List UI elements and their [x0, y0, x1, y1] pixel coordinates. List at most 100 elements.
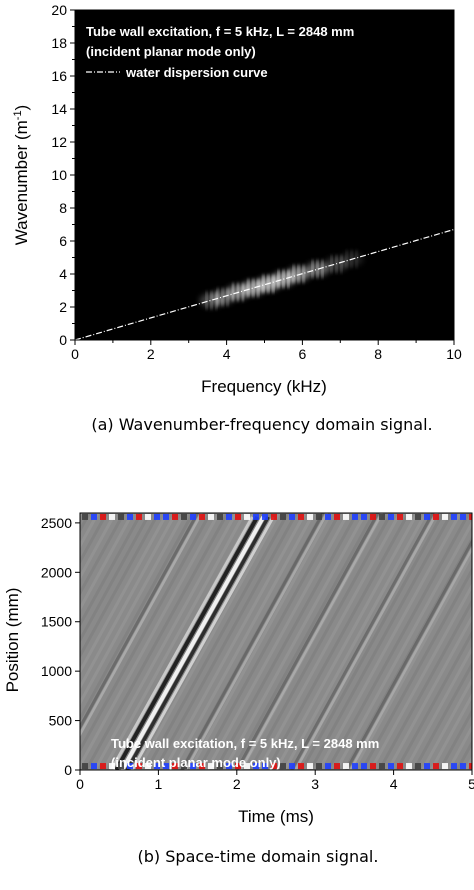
saturation-cell: [199, 763, 205, 770]
background-stripe: [317, 513, 462, 770]
x-tick-label: 0: [76, 776, 84, 792]
background-stripe: [257, 513, 402, 770]
y-tick-label: 1500: [41, 614, 72, 630]
saturation-cell: [406, 763, 412, 770]
main-wavefront-band: [114, 515, 260, 770]
y-tick-label: 8: [59, 200, 67, 216]
saturation-cell: [298, 763, 304, 770]
main-wavefront-band: [125, 516, 270, 770]
saturation-cell: [442, 513, 448, 520]
saturation-cell: [109, 763, 115, 770]
y-tick-label: 0: [64, 762, 72, 778]
background-stripe: [136, 513, 281, 770]
panel-b-frame: [79, 512, 473, 771]
background-stripe: [335, 519, 472, 770]
saturation-cell: [91, 763, 97, 770]
saturation-cell: [253, 763, 259, 770]
secondary-wavefront-light: [239, 513, 384, 770]
background-stripe: [274, 513, 419, 770]
panel-b-annotation-line2: (incident planar mode only): [111, 755, 281, 770]
saturation-cell: [325, 513, 331, 520]
saturation-cell: [352, 763, 358, 770]
saturation-cell: [451, 763, 457, 770]
saturation-cell: [325, 763, 331, 770]
background-stripe: [369, 582, 472, 770]
energy-streak: [316, 260, 319, 279]
saturation-cell: [154, 513, 160, 520]
background-stripe: [378, 598, 472, 770]
saturation-cell: [208, 763, 214, 770]
background-stripe: [171, 513, 315, 770]
saturation-cell: [127, 513, 133, 520]
saturation-cell: [244, 513, 250, 520]
saturation-cell: [298, 513, 304, 520]
saturation-cell: [334, 763, 340, 770]
y-tick-label: 500: [49, 713, 73, 729]
wavefronts: [80, 513, 472, 770]
y-tick-label: 2000: [41, 564, 72, 580]
saturation-cell: [181, 763, 187, 770]
background-stripe: [412, 661, 472, 770]
background-stripe: [80, 513, 108, 565]
energy-streak: [226, 288, 229, 307]
saturation-cell: [118, 513, 124, 520]
saturation-cell: [433, 763, 439, 770]
saturation-cell: [172, 763, 178, 770]
saturation-cell: [316, 513, 322, 520]
background-stripe: [266, 513, 410, 770]
background-stripe: [429, 692, 472, 770]
panel-a-ylabel: Wavenumber (m-1): [12, 105, 31, 245]
saturation-cell: [316, 763, 322, 770]
saturation-cell: [442, 763, 448, 770]
x-tick-label: 5: [468, 776, 474, 792]
saturation-cell: [163, 763, 169, 770]
x-tick-label: 8: [374, 346, 382, 362]
saturation-cell: [145, 513, 151, 520]
panel-b-annotation-line1: Tube wall excitation, f = 5 kHz, L = 284…: [111, 736, 379, 751]
saturation-cell: [244, 763, 250, 770]
x-tick-label: 3: [311, 776, 319, 792]
energy-streak: [252, 279, 255, 298]
energy-streak: [287, 269, 290, 288]
y-tick-label: 18: [51, 35, 67, 51]
background-stripe: [222, 513, 367, 770]
y-tick-label: 4: [59, 266, 67, 282]
saturation-cell: [280, 763, 286, 770]
saturation-cell: [370, 763, 376, 770]
saturation-cell: [172, 513, 178, 520]
secondary-wavefront-light: [80, 513, 203, 738]
saturation-cell: [91, 513, 97, 520]
saturation-cell: [262, 763, 268, 770]
background-stripe: [188, 513, 333, 770]
y-tick-label: 6: [59, 233, 67, 249]
x-tick-label: 6: [299, 346, 307, 362]
saturation-cell: [82, 763, 88, 770]
background-stripe: [93, 513, 238, 770]
y-tick-label: 10: [51, 167, 67, 183]
secondary-wavefront-dark: [235, 513, 380, 770]
background-stripe: [80, 513, 143, 628]
energy-streak: [302, 265, 305, 283]
y-tick-label: 1000: [41, 663, 72, 679]
panel-b-ylabel: Position (mm): [3, 588, 22, 693]
saturation-cell: [406, 513, 412, 520]
x-tick-label: 2: [233, 776, 241, 792]
saturation-cell: [226, 513, 232, 520]
x-tick-label: 1: [155, 776, 163, 792]
main-wavefront-band: [109, 516, 254, 770]
x-tick-label: 10: [446, 346, 462, 362]
saturation-cell: [361, 763, 367, 770]
panel-a-annotation-line2: (incident planar mode only): [86, 44, 256, 59]
saturation-cell: [307, 513, 313, 520]
energy-streak: [247, 279, 250, 298]
background-stripe: [80, 513, 221, 769]
background-stripe: [80, 513, 169, 675]
energy-streak: [241, 283, 244, 302]
y-tick-label: 2: [59, 299, 67, 315]
saturation-cell: [181, 513, 187, 520]
energy-streak: [297, 265, 300, 283]
main-wavefront-band: [130, 516, 275, 770]
saturation-cell: [82, 513, 88, 520]
background-stripe: [395, 629, 472, 770]
